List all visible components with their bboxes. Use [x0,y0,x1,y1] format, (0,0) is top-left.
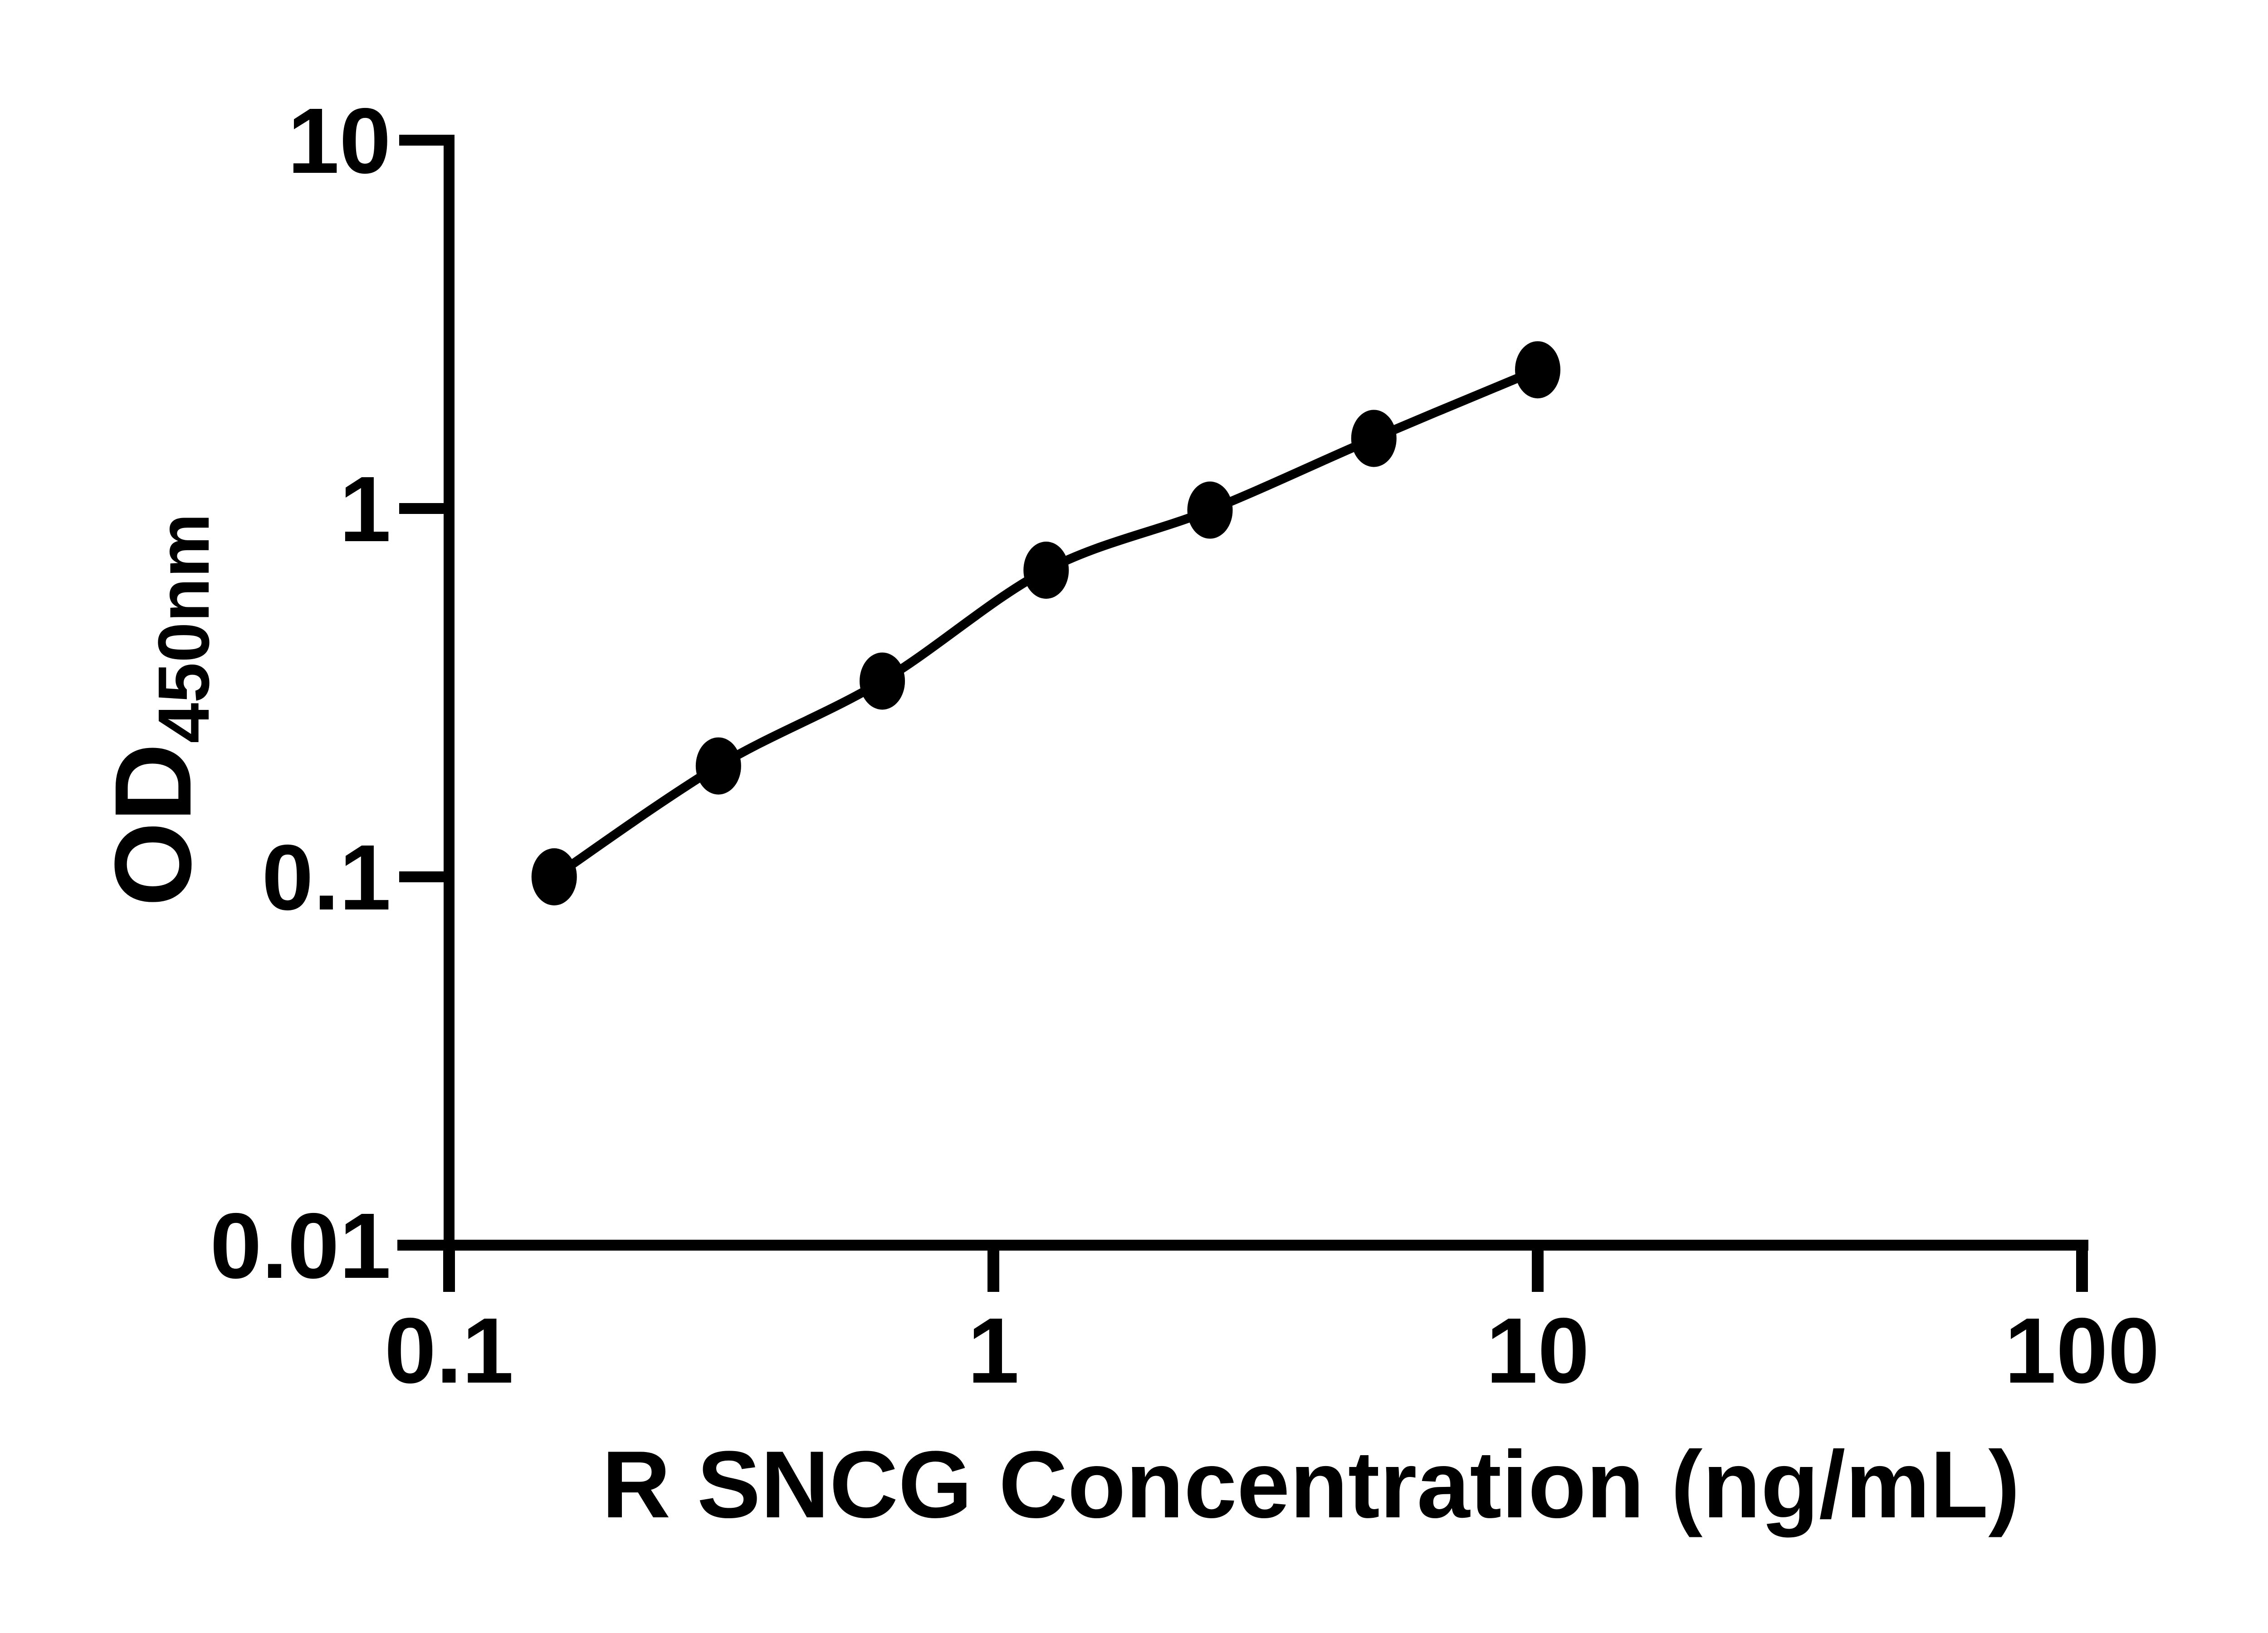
x-tick-label: 1 [968,1299,1019,1403]
y-tick-label: 1 [339,457,391,561]
y-axis-title-main: OD [92,743,214,906]
axes [397,135,2088,1251]
data-point-marker [531,848,577,905]
data-point-marker [1351,410,1397,467]
data-points [531,341,1560,905]
x-axis-title: R SNCG Concentration (ng/mL) [602,1431,2020,1538]
x-tick-label: 10 [1486,1299,1589,1403]
y-axis-title-subscript: 450nm [143,513,224,743]
data-point-marker [860,652,905,710]
data-point-marker [1023,542,1069,599]
data-point-marker [695,737,741,795]
y-tick-label: 10 [288,89,391,193]
y-tick-label: 0.01 [210,1194,391,1298]
y-tick-label: 0.1 [262,826,391,929]
data-point-marker [1187,481,1233,539]
data-point-marker [1515,341,1560,399]
x-tick-label: 100 [2004,1299,2160,1403]
axis-ticks [399,135,2088,1292]
x-tick-label: 0.1 [385,1299,514,1403]
y-axis-title: OD450nm [92,513,224,907]
